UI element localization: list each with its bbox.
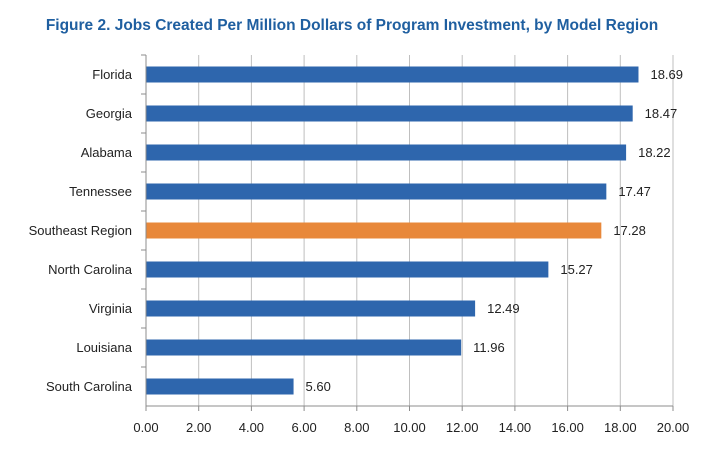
x-tick-label: 18.00 (604, 420, 637, 435)
category-label: South Carolina (46, 379, 133, 394)
bar (146, 144, 627, 161)
x-tick-label: 14.00 (499, 420, 532, 435)
x-tick-label: 8.00 (344, 420, 369, 435)
category-label: Louisiana (76, 340, 132, 355)
data-label: 11.96 (473, 340, 505, 355)
category-label: Tennessee (69, 184, 132, 199)
data-label: 18.47 (645, 106, 678, 121)
data-label: 18.69 (650, 67, 683, 82)
bar (146, 261, 549, 278)
category-label: Virginia (89, 301, 133, 316)
bar (146, 339, 462, 356)
x-tick-label: 20.00 (657, 420, 690, 435)
data-label: 17.28 (613, 223, 646, 238)
data-label: 5.60 (306, 379, 331, 394)
x-tick-label: 16.00 (551, 420, 584, 435)
bar (146, 300, 476, 317)
category-labels: Florida Georgia Alabama Tennessee Southeast … (29, 67, 133, 394)
category-label: North Carolina (48, 262, 133, 277)
data-label: 17.47 (618, 184, 651, 199)
category-label: Georgia (86, 106, 133, 121)
chart-title: Figure 2. Jobs Created Per Million Dolla… (46, 17, 658, 34)
category-label: Florida (92, 67, 133, 82)
category-label: Southeast Region (29, 223, 132, 238)
x-tick-label: 2.00 (186, 420, 211, 435)
data-label: 15.27 (560, 262, 593, 277)
bar (146, 378, 294, 395)
category-label: Alabama (81, 145, 133, 160)
bar (146, 66, 639, 83)
bar (146, 222, 602, 239)
bars (146, 66, 639, 395)
data-label: 18.22 (638, 145, 671, 160)
x-tick-label: 4.00 (239, 420, 264, 435)
value-labels: 18.69 18.47 18.22 17.47 17.28 15.27 12.49 11.96… (306, 67, 683, 394)
x-tick-label: 0.00 (133, 420, 158, 435)
data-label: 12.49 (487, 301, 520, 316)
x-tick-label: 10.00 (393, 420, 426, 435)
x-tick-label: 6.00 (291, 420, 316, 435)
bar (146, 105, 633, 122)
bar (146, 183, 607, 200)
x-axis-ticks: 0.00 2.00 4.00 6.00 8.00 10.00 12.00 14.00 16.00… (133, 54, 690, 435)
x-tick-label: 12.00 (446, 420, 479, 435)
